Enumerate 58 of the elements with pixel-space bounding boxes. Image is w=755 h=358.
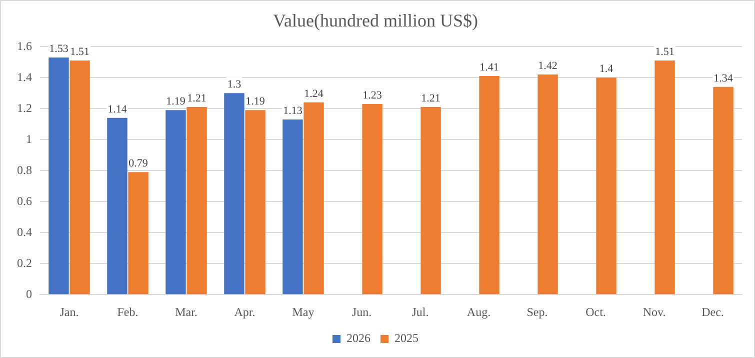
y-tick-label: 1.2 [17, 100, 32, 115]
data-label: 1.34 [714, 72, 734, 84]
bar [538, 74, 558, 294]
bar [713, 86, 734, 294]
data-label: 1.41 [480, 61, 499, 74]
y-tick-label: 1 [26, 132, 32, 146]
legend-label: 2025 [394, 331, 418, 346]
y-tick-label: 1.4 [17, 70, 32, 84]
y-tick-label: 0.4 [17, 224, 32, 239]
data-label: 1.19 [166, 96, 186, 108]
data-label: 1.53 [49, 42, 69, 55]
x-tick-label: Apr. [234, 304, 256, 319]
bar [420, 107, 441, 294]
x-tick-label: Jun. [352, 304, 372, 319]
chart-title: Value(hundred million US$) [273, 10, 478, 31]
y-tick-label: 0.6 [17, 194, 32, 208]
x-tick-label: Nov. [642, 304, 666, 319]
x-tick-label: Dec. [702, 304, 724, 319]
data-label: 1.3 [227, 78, 242, 90]
y-tick-label: 0 [26, 286, 32, 301]
x-tick-label: Sep. [526, 304, 548, 319]
y-tick-label: 0.2 [17, 256, 32, 270]
bar [596, 78, 616, 294]
bar [128, 172, 148, 294]
bar [479, 76, 500, 294]
bar [166, 110, 186, 294]
x-tick-label: Mar. [175, 304, 198, 319]
bar [654, 60, 675, 294]
data-label: 0.79 [128, 158, 148, 170]
y-tick-label: 1.6 [17, 38, 32, 53]
x-tick-label: Feb. [117, 304, 138, 319]
data-label: 1.19 [246, 96, 266, 108]
bar [245, 110, 266, 294]
bar [70, 60, 90, 294]
data-label: 1.42 [538, 60, 558, 72]
data-label: 1.13 [283, 104, 303, 117]
data-label: 1.51 [655, 46, 674, 58]
y-tick-label: 0.8 [17, 162, 32, 177]
bar [186, 107, 207, 294]
legend-label: 2026 [346, 331, 370, 346]
data-label: 1.24 [304, 88, 324, 100]
x-tick-label: Jul. [412, 304, 429, 319]
bar [362, 104, 382, 294]
bar [304, 102, 324, 294]
x-tick-label: Jan. [60, 304, 79, 319]
bar [107, 118, 128, 294]
data-label: 1.4 [599, 62, 614, 75]
x-tick-label: Aug. [466, 304, 491, 319]
data-label: 1.21 [187, 92, 206, 104]
bar [48, 57, 69, 294]
data-label: 1.14 [108, 103, 128, 116]
x-tick-label: Oct. [586, 304, 606, 319]
data-label: 1.21 [421, 92, 440, 104]
x-tick-label: May [292, 304, 314, 319]
data-label: 1.23 [362, 89, 382, 102]
data-label: 1.51 [70, 46, 90, 58]
bar [282, 119, 303, 294]
bar [224, 93, 244, 294]
